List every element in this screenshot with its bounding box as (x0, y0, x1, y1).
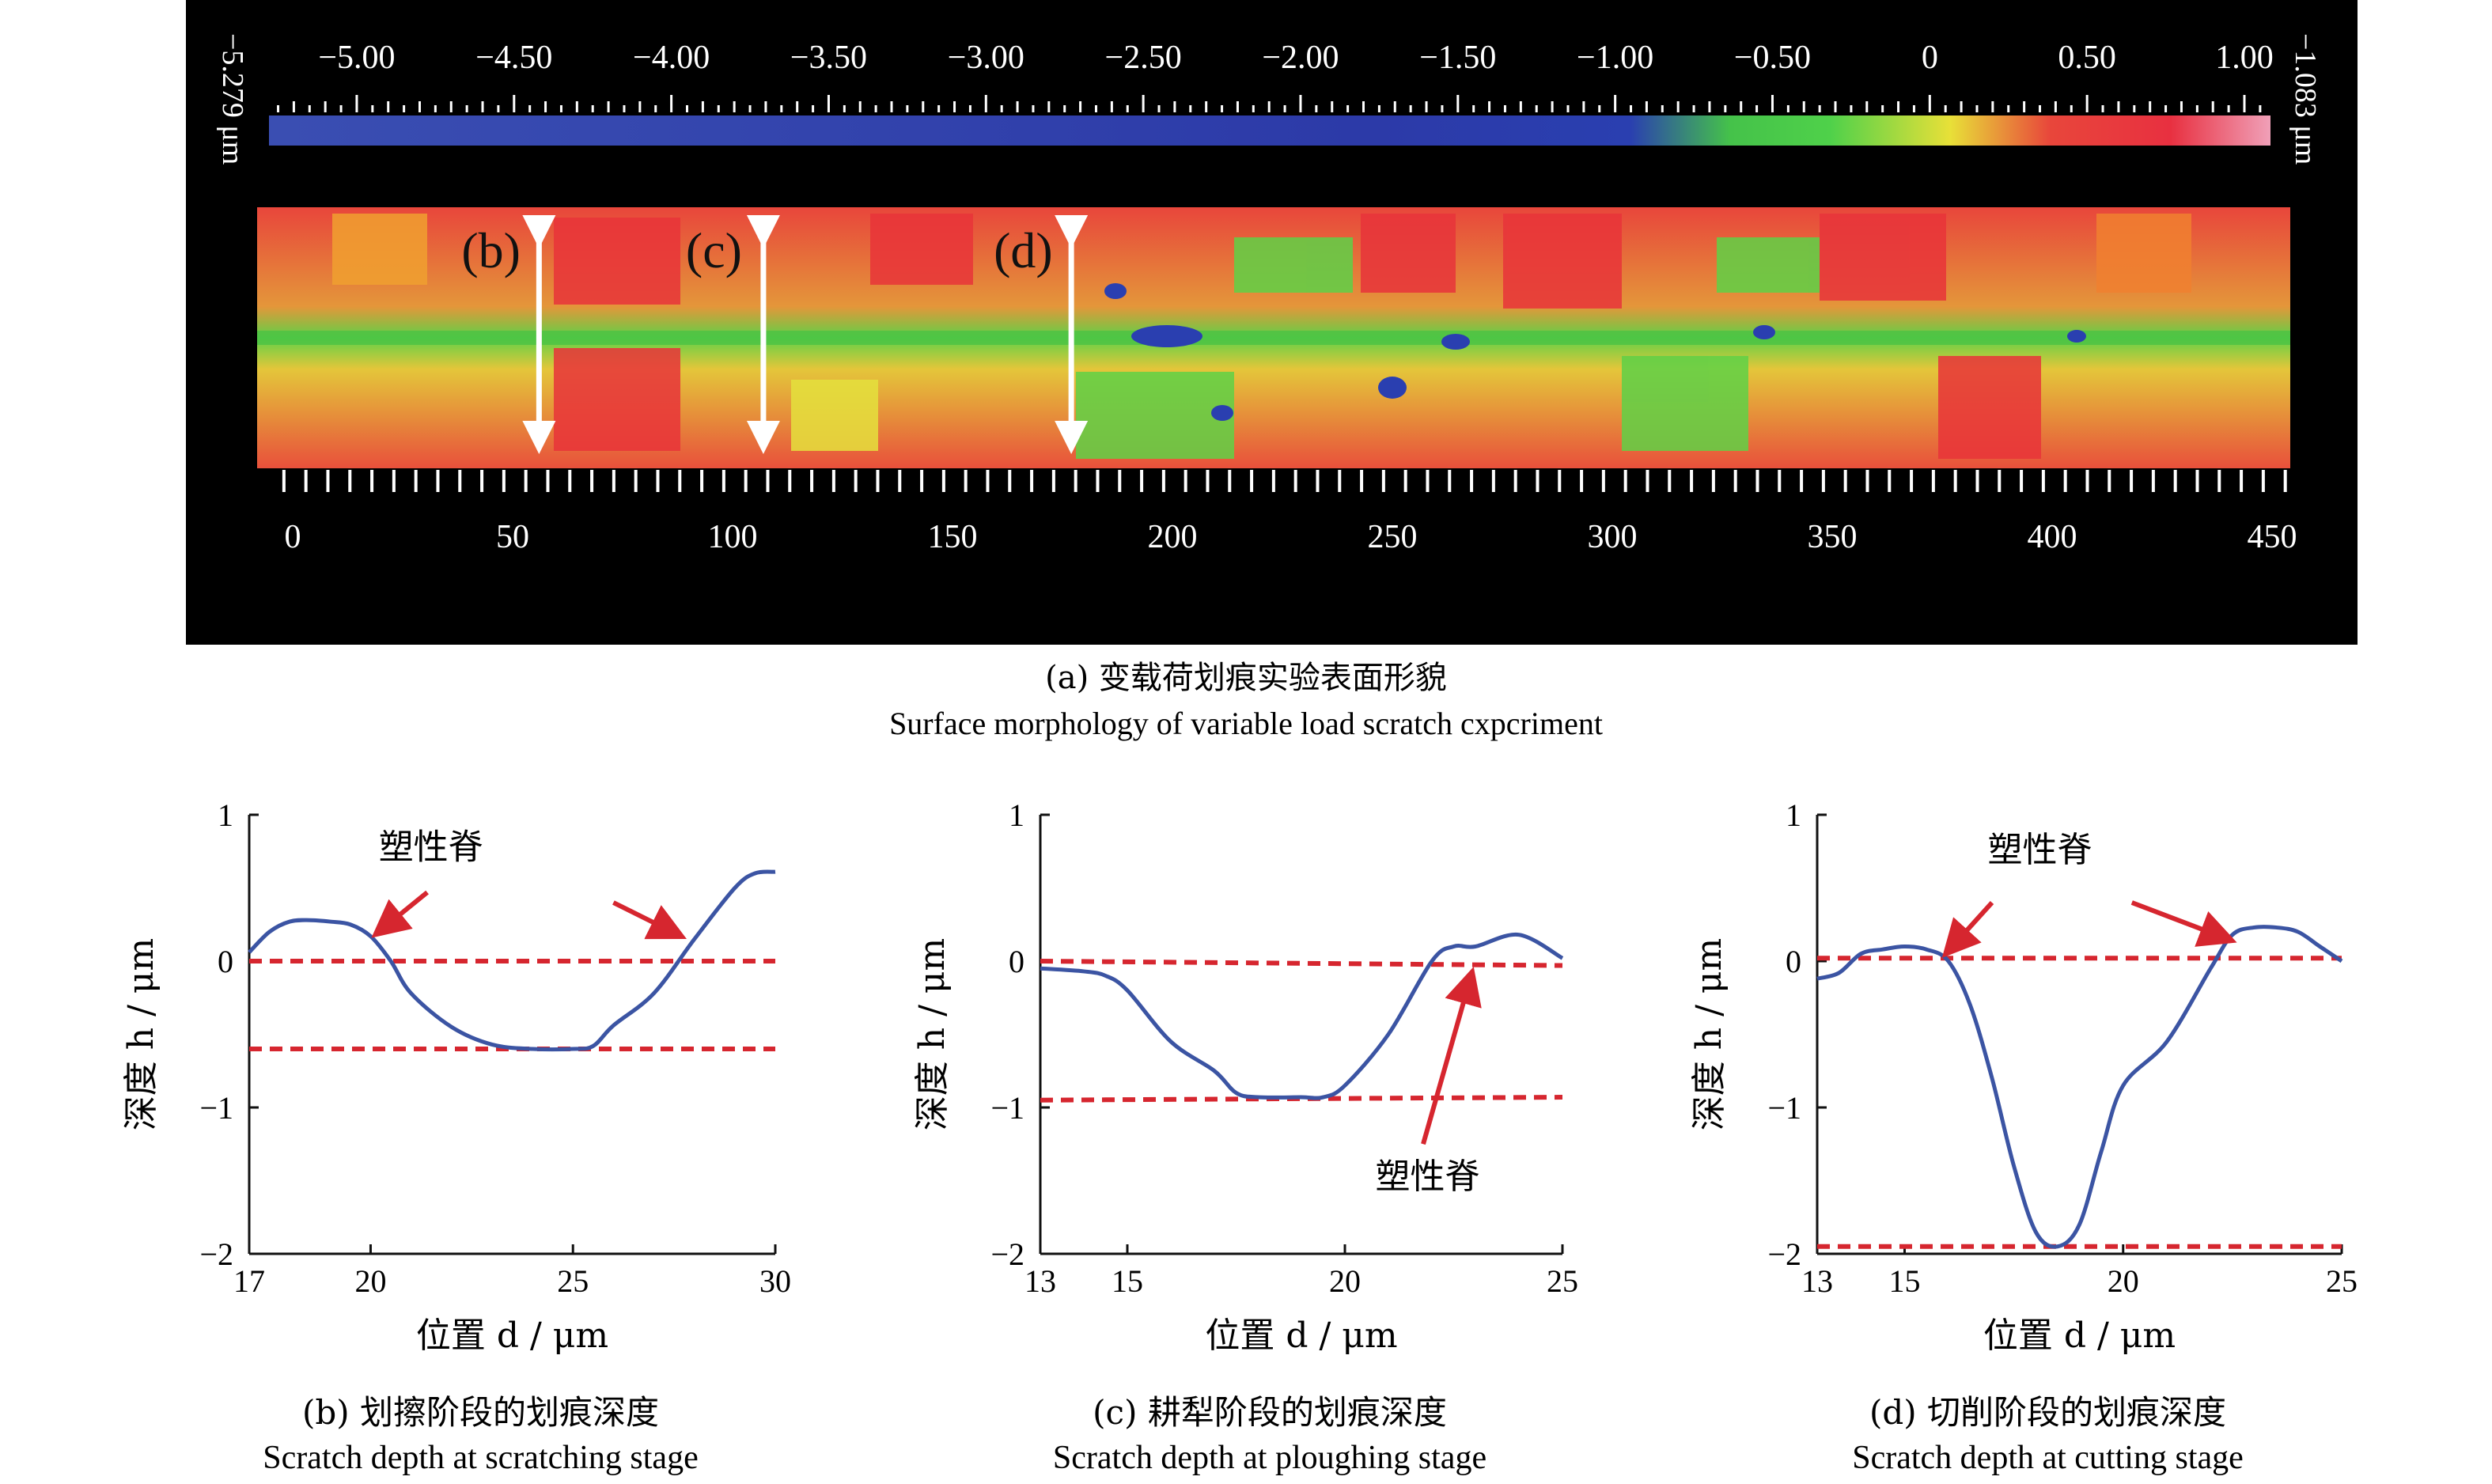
plot-caption-cn: (c) 耕犁阶段的划痕深度 (1093, 1393, 1447, 1432)
plot-caption-cn: (d) 切削阶段的划痕深度 (1869, 1393, 2226, 1432)
colorbar-ticks: −5.00 −4.50 −4.00 −3.50 −3.00 −2.50 −2.00 −1.50… (277, 40, 2274, 112)
x-tick-label-1: 15 (1889, 1263, 1921, 1299)
x-tick-label-0: 13 (1801, 1263, 1833, 1299)
y-tick-label-1: 0 (1786, 944, 1801, 979)
y-tick-label-0: 1 (1009, 797, 1024, 833)
colorbar-tick-label-2: −4.00 (633, 40, 710, 76)
y-axis-label: 深度 h / μm (912, 938, 952, 1130)
colorbar-min-label: −5.279 μm (216, 33, 249, 165)
plot-1: 1 0 −1 −213 15 20 25 位置 d / μm 深度 h / μm 塑性脊 (c) 耕… (912, 797, 1578, 1476)
annotation-label-0: 塑性脊 (379, 827, 483, 868)
annotation-arrow-2 (612, 900, 687, 940)
panel-a-caption-cn: (a) 变载荷划痕实验表面形貌 (1045, 660, 1447, 696)
annotation-arrow-1 (1421, 966, 1482, 1145)
x-axis-label: 位置 d / μm (1205, 1316, 1397, 1356)
x-tick-label-2: 25 (557, 1263, 589, 1299)
annotation-arrow-1 (371, 890, 429, 938)
plot-caption-en: Scratch depth at ploughing stage (1053, 1440, 1486, 1476)
y-tick-label-3: −2 (199, 1236, 233, 1272)
stage-marker-label-2: (d) (994, 222, 1053, 278)
x-tick-label-0: 17 (233, 1263, 265, 1299)
scale-tick-label-0: 0 (285, 519, 301, 555)
x-tick-label-3: 25 (1547, 1263, 1578, 1299)
panel-a-caption-en: Surface morphology of variable load scra… (889, 706, 1603, 741)
colorbar-max-label: −1.083 μm (2289, 33, 2322, 165)
scale-tick-label-7: 350 (1808, 519, 1858, 555)
x-tick-label-1: 20 (354, 1263, 386, 1299)
colorbar-tick-label-3: −3.50 (790, 40, 867, 76)
depth-profile-line-0 (1816, 925, 2343, 1249)
x-tick-label-2: 20 (2108, 1263, 2139, 1299)
colorbar-tick-label-4: −3.00 (948, 40, 1024, 76)
y-tick-label-0: 1 (218, 797, 233, 833)
plot-caption-en: Scratch depth at scratching stage (263, 1440, 698, 1476)
annotation-arrow-2 (2130, 900, 2237, 947)
colorbar-tick-label-8: −1.00 (1577, 40, 1653, 76)
annotation-arrow-1 (1941, 900, 1994, 958)
colorbar-tick-label-0: −5.00 (318, 40, 395, 76)
x-tick-label-3: 25 (2326, 1263, 2358, 1299)
y-tick-label-2: −1 (990, 1090, 1024, 1126)
plot-2: 1 0 −1 −213 15 20 25 位置 d / μm 深度 h / μm 塑性脊 (d) 切… (1689, 797, 2358, 1476)
plot-caption-cn: (b) 划擦阶段的划痕深度 (302, 1393, 659, 1432)
scale-tick-label-1: 50 (496, 519, 529, 555)
scale-tick-label-4: 200 (1148, 519, 1198, 555)
colorbar-tick-label-7: −1.50 (1419, 40, 1496, 76)
scale-tick-label-8: 400 (2028, 519, 2077, 555)
y-tick-label-0: 1 (1786, 797, 1801, 833)
surface-map (257, 207, 2290, 468)
y-tick-label-2: −1 (199, 1090, 233, 1126)
scale-tick-label-9: 450 (2248, 519, 2297, 555)
y-axis-label: 深度 h / μm (121, 938, 161, 1130)
depth-profile-line-0 (1040, 933, 1564, 1100)
plot-caption-en: Scratch depth at cutting stage (1852, 1440, 2244, 1476)
y-tick-label-3: −2 (1767, 1236, 1801, 1272)
stage-marker-label-0: (b) (461, 222, 521, 278)
annotation-label-0: 塑性脊 (1376, 1157, 1480, 1197)
reference-line-1 (1040, 1095, 1563, 1103)
y-tick-label-3: −2 (990, 1236, 1024, 1272)
length-scale: 0 50 100 150 200 250 300 350 400 450 (282, 470, 2297, 555)
y-tick-label-2: −1 (1767, 1090, 1801, 1126)
colorbar (269, 115, 2270, 146)
reference-line-0 (1040, 959, 1563, 968)
x-tick-label-0: 13 (1024, 1263, 1056, 1299)
scale-tick-label-2: 100 (708, 519, 758, 555)
colorbar-tick-label-9: −0.50 (1734, 40, 1811, 76)
panel-a-morphology: −5.00 −4.50 −4.00 −3.50 −3.00 −2.50 −2.00 −1.50… (186, 0, 2358, 741)
stage-markers: (b) (c) (d) (461, 215, 1089, 454)
scale-tick-label-6: 300 (1588, 519, 1638, 555)
y-axis-label: 深度 h / μm (1689, 938, 1729, 1130)
stage-marker-label-1: (c) (686, 222, 742, 278)
colorbar-tick-label-6: −2.00 (1262, 40, 1339, 76)
x-tick-label-2: 20 (1329, 1263, 1361, 1299)
annotation-label-0: 塑性脊 (1987, 830, 2092, 870)
x-axis-label: 位置 d / μm (1983, 1316, 2176, 1356)
plot-0: 1 0 −1 −217 20 25 30 位置 d / μm 深度 h / μm 塑性脊 (b) 划… (121, 797, 791, 1476)
x-tick-label-1: 15 (1112, 1263, 1143, 1299)
colorbar-tick-label-1: −4.50 (475, 40, 552, 76)
y-tick-label-1: 0 (1009, 944, 1024, 979)
x-tick-label-3: 30 (759, 1263, 791, 1299)
colorbar-tick-label-11: 0.50 (2058, 40, 2116, 76)
y-tick-label-1: 0 (218, 944, 233, 979)
scale-tick-label-3: 150 (928, 519, 978, 555)
colorbar-tick-label-12: 1.00 (2215, 40, 2274, 76)
scale-tick-label-5: 250 (1368, 519, 1418, 555)
x-axis-label: 位置 d / μm (416, 1316, 608, 1356)
colorbar-tick-label-5: −2.50 (1105, 40, 1182, 76)
colorbar-tick-label-10: 0 (1922, 40, 1938, 76)
depth-profile-line-0 (248, 869, 776, 1052)
